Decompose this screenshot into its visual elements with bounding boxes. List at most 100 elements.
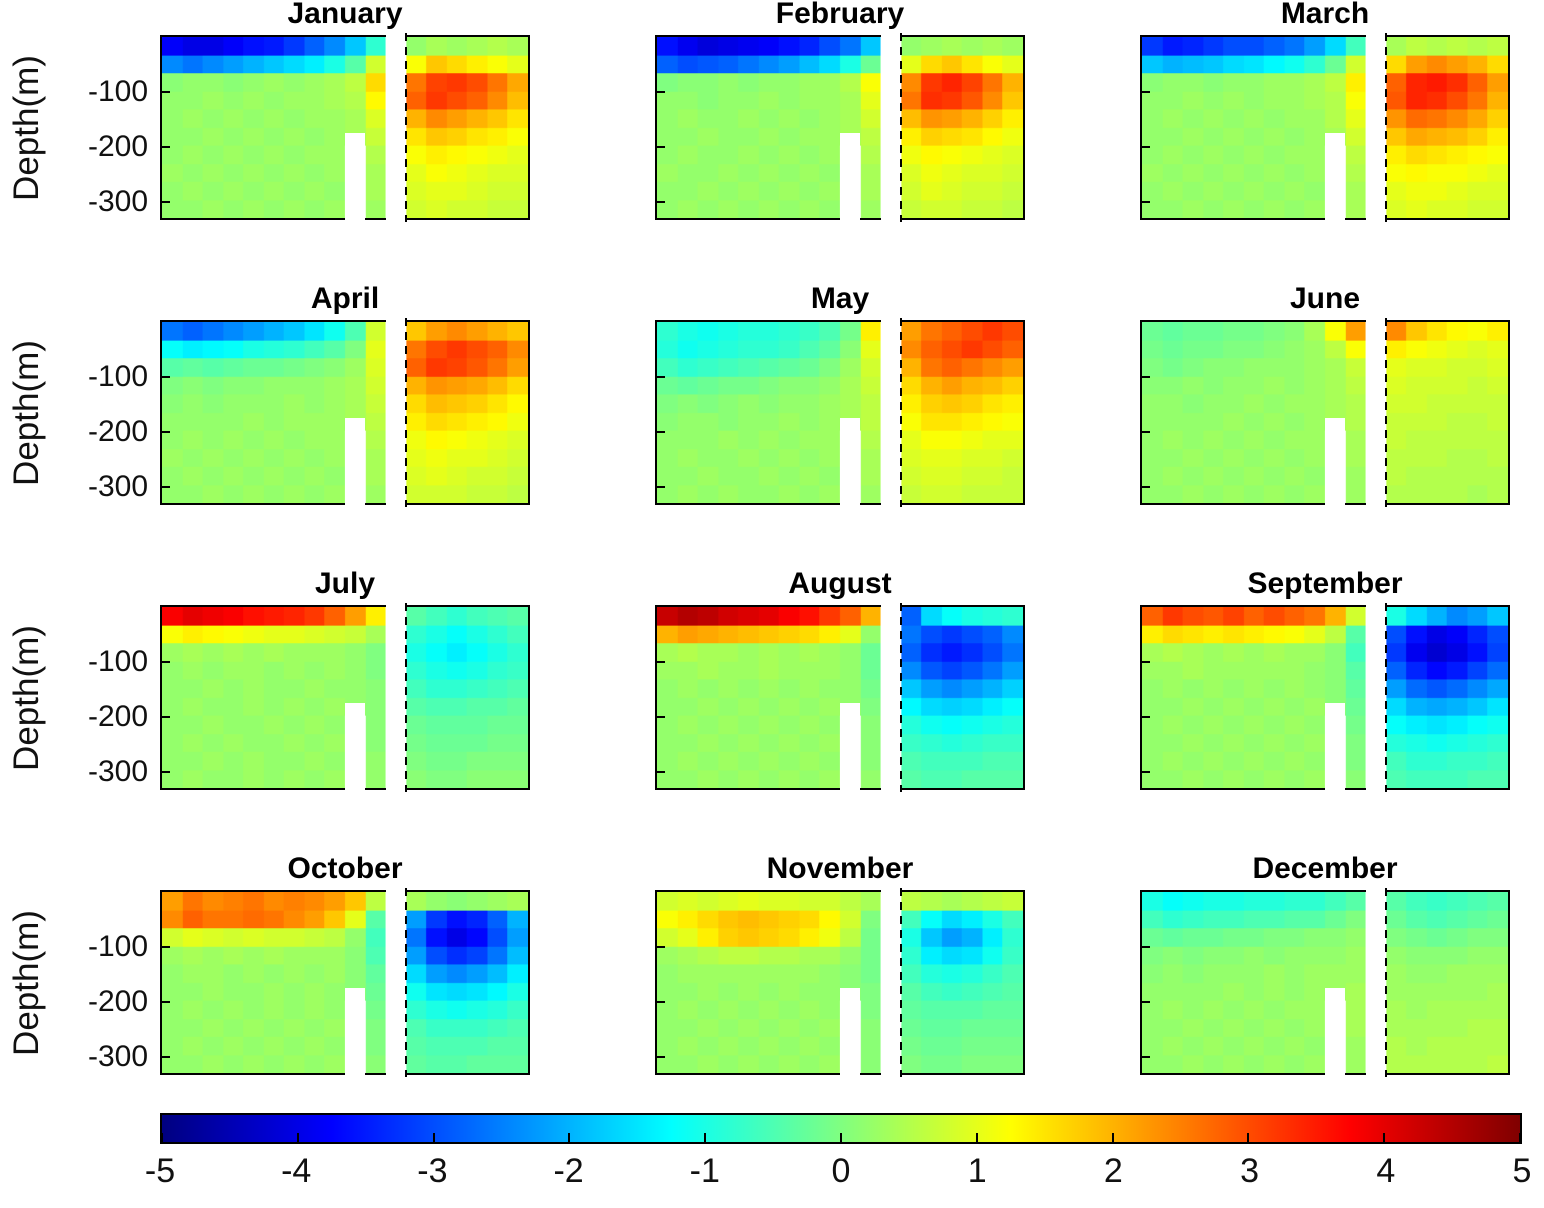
section-divider-dashed-line (404, 888, 407, 1077)
missing-data-partial-strip (840, 987, 861, 1077)
missing-data-gap (385, 318, 406, 507)
colorbar-tick (161, 1133, 163, 1142)
y-tickmark (657, 90, 665, 93)
missing-data-partial-strip (1325, 417, 1346, 507)
subplot-title: August (788, 567, 892, 600)
missing-data-gap (880, 888, 901, 1077)
y-tickmark (162, 770, 170, 773)
subplot-july: -100 -200 -300 July (88, 567, 530, 792)
y-tickmark (1142, 485, 1150, 488)
missing-data-gap (1365, 888, 1386, 1077)
y-axis-label: Depth(m) (7, 624, 46, 771)
y-tick-label: -300 (87, 184, 148, 218)
colorbar-tick-label: -5 (144, 1152, 176, 1190)
section-divider-dashed-line (1384, 33, 1387, 222)
missing-data-partial-strip (345, 702, 366, 792)
subplot-december: December (1140, 852, 1510, 1077)
y-tickmark (162, 430, 170, 433)
section-divider-dashed-line (1384, 888, 1387, 1077)
missing-data-gap (880, 33, 901, 222)
y-tickmark (657, 660, 665, 663)
missing-data-partial-strip (840, 702, 861, 792)
y-tickmark (1142, 1055, 1150, 1058)
colorbar-tick-label: -2 (553, 1152, 584, 1190)
missing-data-partial-strip (1325, 987, 1346, 1077)
colorbar-labels: -5 -4 -3 -2 -1 0 1 2 3 4 5 (145, 1152, 1532, 1198)
y-tickmark (657, 1055, 665, 1058)
colorbar-tick (432, 1133, 435, 1142)
subplot-june: June (1140, 282, 1510, 507)
y-tickmark (162, 145, 170, 148)
y-tick-label: -300 (87, 754, 148, 788)
subplot-title: May (810, 282, 870, 315)
colorbar-tick-label: 3 (1240, 1152, 1260, 1190)
y-tickmark (657, 200, 665, 203)
y-tickmark (162, 715, 170, 718)
y-tickmark (1142, 430, 1150, 433)
y-tickmark (657, 430, 665, 433)
subplot-title: April (310, 282, 380, 315)
section-divider-dashed-line (404, 33, 407, 222)
y-tickmark (162, 485, 170, 488)
y-tickmark (162, 200, 170, 203)
y-tick-label: -200 (87, 699, 148, 733)
colorbar-tick (1383, 1133, 1386, 1142)
missing-data-partial-strip (840, 417, 861, 507)
section-divider-dashed-line (404, 603, 407, 792)
missing-data-gap (385, 888, 406, 1077)
missing-data-gap (1365, 603, 1386, 792)
colorbar-tick (1247, 1133, 1250, 1142)
y-tickmark (162, 660, 170, 663)
y-tickmark (1142, 375, 1150, 378)
y-tickmark (657, 945, 665, 948)
y-tickmark (162, 1000, 170, 1003)
missing-data-partial-strip (345, 417, 366, 507)
missing-data-partial-strip (1325, 702, 1346, 792)
subplot-may: May (655, 282, 1025, 507)
y-tickmark (657, 1000, 665, 1003)
subplot-title: October (287, 852, 403, 885)
y-tick-label: -300 (87, 469, 148, 503)
subplot-august: August (655, 567, 1025, 792)
y-tick-label: -100 (87, 359, 148, 393)
y-tickmark (1142, 1000, 1150, 1003)
section-divider-dashed-line (404, 318, 407, 507)
section-divider-dashed-line (1384, 603, 1387, 792)
colorbar-tick-label: 4 (1376, 1152, 1396, 1190)
missing-data-gap (880, 318, 901, 507)
missing-data-gap (880, 603, 901, 792)
missing-data-partial-strip (345, 132, 366, 222)
subplot-april: -100 -200 -300 April (88, 282, 530, 507)
y-tickmark (1142, 200, 1150, 203)
section-divider-dashed-line (899, 318, 902, 507)
colorbar-tick (704, 1133, 707, 1142)
colorbar-tick-label: 2 (1103, 1152, 1123, 1190)
y-tick-label: -100 (87, 74, 148, 108)
missing-data-gap (385, 33, 406, 222)
colorbar-tick-label: 5 (1512, 1152, 1532, 1190)
y-tickmark (1142, 660, 1150, 663)
y-axis-label: Depth(m) (7, 339, 46, 486)
missing-data-partial-strip (840, 132, 861, 222)
missing-data-partial-strip (345, 987, 366, 1077)
y-tickmark (1142, 145, 1150, 148)
y-tickmark (657, 145, 665, 148)
subplot-title: June (1289, 282, 1361, 315)
y-tick-label: -200 (87, 129, 148, 163)
colorbar-tick-label: -3 (417, 1152, 448, 1190)
y-tickmark (1142, 945, 1150, 948)
colorbar-tick-label: -4 (281, 1152, 312, 1190)
y-tickmark (162, 90, 170, 93)
y-axis-label: Depth(m) (7, 54, 46, 201)
colorbar-tick (840, 1133, 842, 1142)
subplot-title: March (1280, 0, 1370, 30)
y-tickmark (1142, 715, 1150, 718)
y-tickmark (657, 485, 665, 488)
colorbar-tick (1519, 1133, 1521, 1142)
colorbar (160, 1113, 1522, 1144)
y-tickmark (1142, 770, 1150, 773)
missing-data-gap (1365, 33, 1386, 222)
colorbar-tick-label: 0 (831, 1152, 851, 1190)
subplot-november: November (655, 852, 1025, 1077)
